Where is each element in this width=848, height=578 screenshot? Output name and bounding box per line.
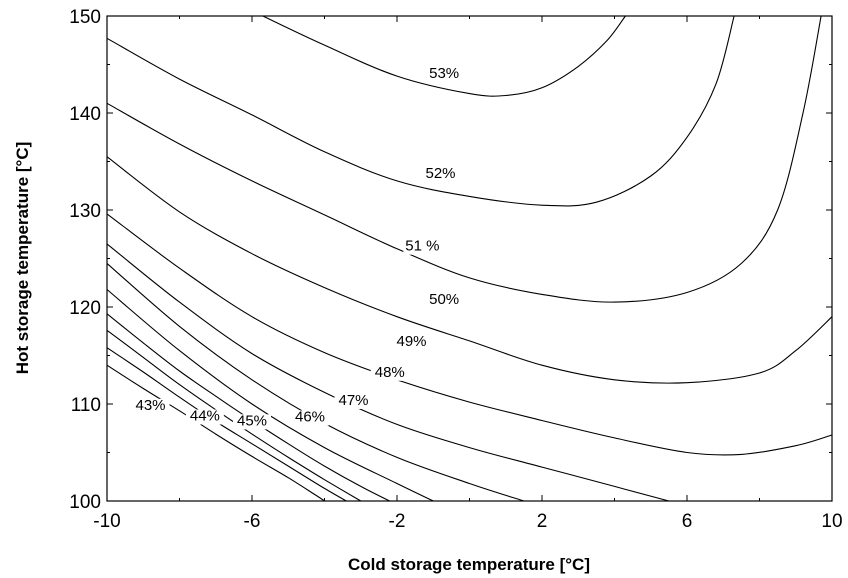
contour-line-53 [106,15,735,207]
contour-line-47 [106,289,434,502]
contour-label: 45% [237,412,267,429]
contour-lines [106,15,833,502]
y-tick-label: 130 [69,201,101,222]
x-tick-label: 6 [682,511,693,532]
contour-label: 49% [396,333,426,350]
contour-label-bg [185,409,224,425]
contour-label-bg [425,293,464,309]
contour-label: 52% [425,165,455,182]
x-tick-label: -10 [93,511,120,532]
x-axis-title: Cold storage temperature [°C] [348,555,590,574]
contour-line-50 [106,213,833,456]
contour-labels: 43% 44% 45% 46% 47% 48% 49% 50% 51 % 52% 53% [131,65,464,430]
plot-frame [106,15,833,502]
contour-label-bg [291,410,329,426]
y-tick-labels: 100 110 120 130 140 150 [69,7,101,513]
contour-line-49 [106,243,670,502]
contour-line-44 [106,347,347,502]
y-axis-title: Hot storage temperature [°C] [13,142,32,375]
x-tick-label: 10 [821,511,842,532]
contour-label: 43% [135,397,165,414]
contour-label: 47% [338,392,368,409]
contour-line-52 [106,15,822,303]
y-tick-label: 110 [71,395,101,416]
contour-label-bg [392,334,431,350]
x-tick-label: -2 [389,511,406,532]
contour-label: 50% [429,291,459,308]
x-tick-label: 2 [537,511,548,532]
contour-label: 44% [190,407,220,424]
contour-label: 51 % [405,238,439,255]
x-tick-label: -6 [244,511,261,532]
contour-label: 46% [295,408,325,425]
contour-line-51 [106,156,833,384]
contour-label-bg [370,365,409,381]
contour-label-bg [334,393,373,409]
x-tick-labels: -10 -6 -2 2 6 10 [93,511,842,532]
contour-label-bg [421,166,460,182]
contour-label: 48% [375,364,405,381]
contour-label-bg [131,398,170,414]
contour-line-43 [106,364,325,502]
y-tick-label: 140 [69,104,101,125]
contour-label-bg [403,239,442,255]
y-tick-label: 150 [69,7,101,28]
y-tick-label: 120 [69,298,101,319]
contour-label-bg [233,414,271,430]
y-tick-label: 100 [69,492,101,513]
axis-ticks [106,15,833,502]
contour-line-top [262,15,626,97]
contour-label: 53% [429,65,459,82]
contour-label-bg [425,67,464,83]
